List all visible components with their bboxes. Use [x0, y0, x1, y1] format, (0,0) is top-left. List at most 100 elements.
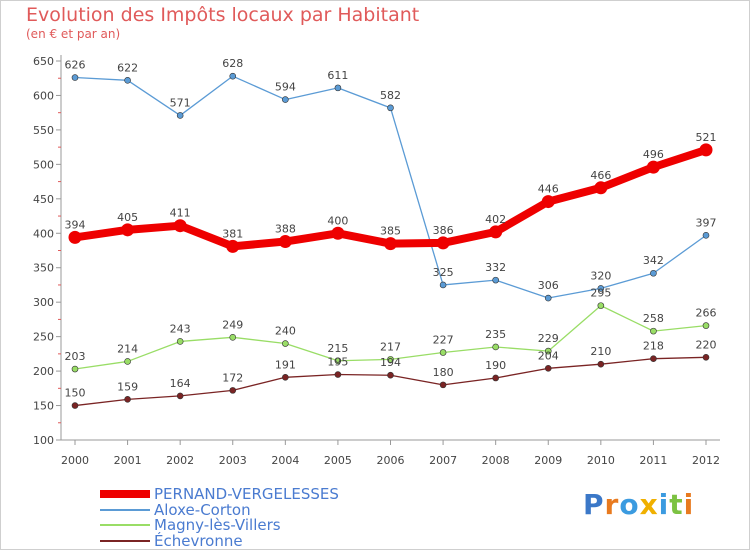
data-label: 210: [590, 345, 611, 358]
y-tick-label: 200: [33, 365, 54, 378]
data-label: 397: [696, 216, 717, 229]
brand-letter: x: [639, 488, 659, 521]
data-label: 258: [643, 312, 664, 325]
data-point: [71, 74, 79, 81]
x-tick-label: 2005: [324, 454, 352, 467]
data-label: 215: [327, 342, 348, 355]
data-point: [68, 230, 82, 244]
data-point: [544, 365, 552, 372]
data-label: 190: [485, 359, 506, 372]
legend-label: Échevronne: [154, 531, 243, 550]
data-point: [384, 237, 397, 251]
data-label: 400: [327, 214, 348, 227]
data-label: 195: [327, 356, 348, 369]
y-tick-label: 300: [33, 296, 54, 309]
data-point: [229, 387, 237, 394]
brand-letter: r: [604, 488, 620, 521]
data-label: 386: [433, 224, 454, 237]
data-point: [282, 373, 289, 381]
data-point: [121, 223, 135, 237]
legend-label: Magny-lès-Villers: [154, 515, 281, 534]
data-point: [492, 343, 499, 351]
brand-letter: i: [658, 488, 670, 521]
data-label: 235: [485, 328, 506, 341]
data-label: 194: [380, 356, 401, 369]
data-label: 611: [327, 69, 348, 82]
brand-letter: t: [669, 488, 684, 521]
data-label: 227: [433, 333, 454, 346]
data-point: [597, 285, 605, 292]
data-label: 466: [590, 169, 611, 182]
y-tick-label: 650: [33, 55, 54, 68]
data-label: 203: [65, 350, 86, 363]
x-tick-label: 2004: [271, 454, 299, 467]
data-label: 172: [222, 371, 243, 384]
data-point: [544, 294, 552, 302]
data-label: 191: [275, 358, 296, 371]
data-label: 594: [275, 81, 296, 94]
data-label: 159: [117, 380, 138, 393]
data-label: 405: [117, 211, 138, 224]
data-point: [176, 338, 184, 345]
data-point: [229, 334, 237, 341]
x-tick-label: 2003: [219, 454, 247, 467]
data-point: [387, 371, 394, 379]
data-label: 240: [275, 325, 296, 338]
data-label: 628: [222, 57, 243, 70]
data-label: 342: [643, 254, 664, 267]
x-tick-label: 2001: [114, 454, 142, 467]
data-point: [71, 365, 79, 373]
legend-label: PERNAND-VERGELESSES: [154, 484, 339, 503]
x-tick-label: 2009: [534, 454, 562, 467]
data-label: 325: [433, 266, 454, 279]
data-point: [226, 239, 240, 253]
data-point: [124, 396, 131, 403]
legend-item-pernand: PERNAND-VERGELESSES: [100, 486, 339, 502]
data-label: 394: [65, 218, 86, 231]
data-label: 150: [65, 387, 86, 400]
data-label: 243: [170, 322, 191, 335]
data-point: [650, 269, 657, 277]
data-point: [544, 347, 552, 355]
legend-swatch: [100, 509, 150, 511]
x-tick-label: 2008: [482, 454, 510, 467]
data-point: [597, 302, 605, 309]
data-point: [699, 143, 713, 157]
data-point: [702, 232, 710, 239]
data-label: 306: [538, 279, 559, 292]
data-label: 295: [590, 287, 611, 300]
data-point: [173, 219, 187, 233]
data-label: 180: [433, 366, 454, 379]
data-label: 496: [643, 148, 664, 161]
data-point: [702, 322, 710, 329]
x-tick-label: 2000: [61, 454, 89, 467]
legend-swatch: [100, 540, 150, 542]
y-tick-label: 350: [33, 262, 54, 275]
y-tick-label: 600: [33, 89, 54, 102]
data-point: [702, 354, 710, 361]
data-point: [124, 358, 131, 365]
data-label: 266: [696, 307, 717, 320]
legend-label: Aloxe-Corton: [154, 500, 251, 519]
data-label: 402: [485, 213, 506, 226]
data-point: [650, 355, 657, 362]
data-point: [334, 84, 342, 92]
y-tick-label: 150: [33, 400, 54, 413]
data-label: 214: [117, 342, 138, 355]
data-point: [597, 360, 605, 368]
data-label: 626: [65, 59, 86, 72]
data-label: 217: [380, 340, 401, 353]
data-label: 582: [380, 89, 401, 102]
y-tick-label: 400: [33, 227, 54, 240]
legend-swatch: [100, 490, 150, 498]
data-point: [176, 392, 184, 400]
data-label: 385: [380, 225, 401, 238]
data-point: [439, 281, 447, 289]
x-tick-label: 2010: [587, 454, 615, 467]
data-point: [331, 226, 345, 240]
x-tick-label: 2012: [692, 454, 720, 467]
data-label: 218: [643, 340, 664, 353]
data-point: [492, 276, 499, 284]
data-point: [650, 327, 657, 335]
